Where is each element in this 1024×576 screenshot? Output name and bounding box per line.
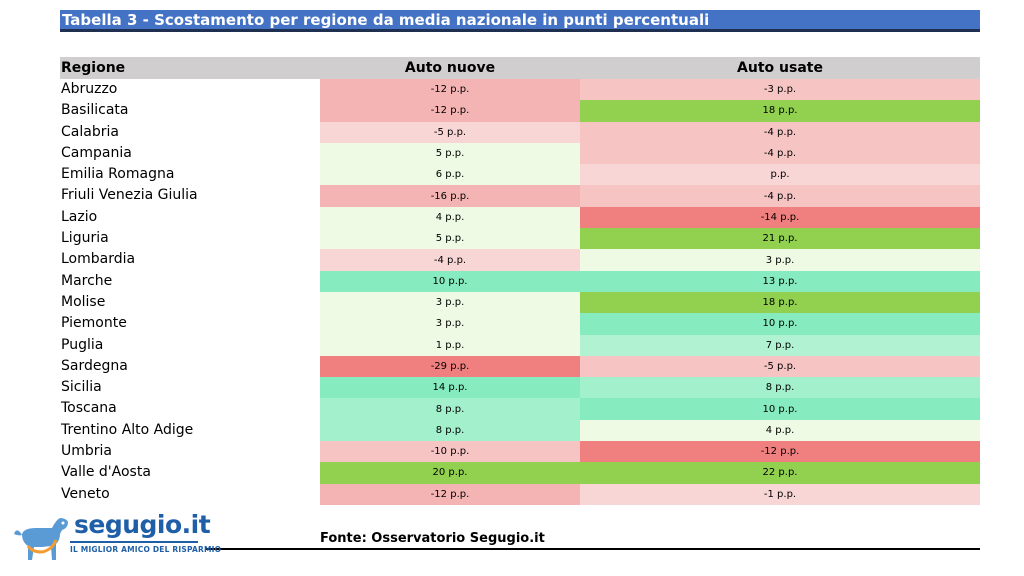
deviation-table: Regione Auto nuove Auto usate Abruzzo -12… [60, 57, 980, 505]
table-row: Toscana 8 p.p. 10 p.p. [60, 398, 980, 420]
auto-nuove-cell: 14 p.p. [320, 377, 580, 399]
table-row: Veneto -12 p.p. -1 p.p. [60, 483, 980, 505]
auto-usate-cell: p.p. [580, 164, 980, 186]
auto-nuove-cell: 3 p.p. [320, 313, 580, 335]
region-name: Lazio [61, 208, 98, 225]
auto-nuove-cell: 8 p.p. [320, 419, 580, 442]
table-row: Lazio 4 p.p. -14 p.p. [60, 206, 980, 229]
table-row: Puglia 1 p.p. 7 p.p. [60, 334, 980, 356]
auto-nuove-cell: 8 p.p. [320, 398, 580, 420]
table-row: Trentino Alto Adige 8 p.p. 4 p.p. [60, 419, 980, 442]
dog-icon [14, 518, 68, 560]
header-regione: Regione [61, 60, 126, 76]
region-name: Friuli Venezia Giulia [61, 187, 198, 204]
auto-usate-cell: 4 p.p. [580, 419, 980, 442]
auto-usate-cell: 13 p.p. [580, 270, 980, 292]
auto-nuove-cell: 5 p.p. [320, 142, 580, 165]
table-body: Abruzzo -12 p.p. -3 p.p. Basilicata -12 p.p.… [60, 79, 980, 505]
auto-usate-cell: -4 p.p. [580, 185, 980, 207]
table-row: Marche 10 p.p. 13 p.p. [60, 270, 980, 292]
table-row: Valle d'Aosta 20 p.p. 22 p.p. [60, 462, 980, 484]
auto-usate-cell: -3 p.p. [580, 79, 980, 101]
region-name: Abruzzo [61, 81, 118, 97]
region-name: Veneto [61, 485, 110, 502]
table-row: Friuli Venezia Giulia -16 p.p. -4 p.p. [60, 185, 980, 207]
auto-nuove-cell: 3 p.p. [320, 291, 580, 314]
table-header-row: Regione Auto nuove Auto usate [60, 57, 980, 79]
region-name: Sicilia [61, 379, 102, 396]
table-row: Abruzzo -12 p.p. -3 p.p. [60, 79, 980, 101]
auto-usate-cell: 7 p.p. [580, 334, 980, 356]
region-name: Basilicata [61, 102, 129, 119]
table-row: Lombardia -4 p.p. 3 p.p. [60, 249, 980, 271]
auto-nuove-cell: -12 p.p. [320, 79, 580, 101]
auto-nuove-cell: -16 p.p. [320, 185, 580, 207]
table-row: Molise 3 p.p. 18 p.p. [60, 291, 980, 314]
auto-nuove-cell: 10 p.p. [320, 270, 580, 292]
auto-usate-cell: 18 p.p. [580, 100, 980, 122]
auto-usate-cell: 10 p.p. [580, 313, 980, 335]
region-name: Molise [61, 293, 106, 310]
auto-usate-cell: 10 p.p. [580, 398, 980, 420]
region-name: Marche [61, 272, 113, 289]
auto-nuove-cell: 6 p.p. [320, 164, 580, 186]
table-row: Emilia Romagna 6 p.p. p.p. [60, 164, 980, 186]
auto-usate-cell: -5 p.p. [580, 355, 980, 378]
table-row: Sicilia 14 p.p. 8 p.p. [60, 377, 980, 399]
logo-underline [70, 541, 198, 543]
table-title: Tabella 3 - Scostamento per regione da m… [62, 11, 710, 29]
auto-nuove-cell: 20 p.p. [320, 462, 580, 484]
auto-usate-cell: 8 p.p. [580, 377, 980, 399]
region-name: Umbria [61, 443, 112, 460]
auto-nuove-cell: -12 p.p. [320, 483, 580, 505]
header-auto-usate: Auto usate [737, 60, 823, 76]
bottom-divider [205, 548, 980, 550]
table-title-bar: Tabella 3 - Scostamento per regione da m… [60, 10, 980, 32]
table-row: Umbria -10 p.p. -12 p.p. [60, 441, 980, 463]
region-name: Lombardia [61, 251, 136, 268]
region-name: Liguria [61, 230, 109, 247]
auto-usate-cell: 3 p.p. [580, 249, 980, 271]
table-row: Basilicata -12 p.p. 18 p.p. [60, 100, 980, 122]
region-name: Calabria [61, 123, 119, 140]
logo-tagline: IL MIGLIOR AMICO DEL RISPARMIO [70, 545, 222, 554]
auto-usate-cell: -12 p.p. [580, 441, 980, 463]
region-name: Emilia Romagna [61, 166, 175, 183]
table-row: Sardegna -29 p.p. -5 p.p. [60, 355, 980, 378]
source-note: Fonte: Osservatorio Segugio.it [320, 531, 545, 546]
auto-usate-cell: -14 p.p. [580, 206, 980, 229]
auto-nuove-cell: -10 p.p. [320, 441, 580, 463]
auto-nuove-cell: 4 p.p. [320, 206, 580, 229]
region-name: Puglia [61, 336, 104, 353]
auto-nuove-cell: -5 p.p. [320, 121, 580, 143]
auto-nuove-cell: 5 p.p. [320, 228, 580, 250]
auto-nuove-cell: -4 p.p. [320, 249, 580, 271]
region-name: Campania [61, 144, 132, 161]
region-name: Toscana [61, 400, 117, 417]
table-row: Liguria 5 p.p. 21 p.p. [60, 228, 980, 250]
auto-usate-cell: -4 p.p. [580, 142, 980, 165]
auto-usate-cell: -4 p.p. [580, 121, 980, 143]
auto-usate-cell: 22 p.p. [580, 462, 980, 484]
region-name: Sardegna [61, 357, 128, 374]
region-name: Valle d'Aosta [61, 464, 151, 481]
table-row: Calabria -5 p.p. -4 p.p. [60, 121, 980, 143]
auto-usate-cell: 21 p.p. [580, 228, 980, 250]
table-row: Campania 5 p.p. -4 p.p. [60, 142, 980, 165]
table-row: Piemonte 3 p.p. 10 p.p. [60, 313, 980, 335]
segugio-logo: segugio.it IL MIGLIOR AMICO DEL RISPARMI… [12, 508, 221, 570]
header-auto-nuove: Auto nuove [404, 60, 496, 76]
auto-nuove-cell: 1 p.p. [320, 334, 580, 356]
region-name: Trentino Alto Adige [61, 421, 194, 438]
auto-nuove-cell: -12 p.p. [320, 100, 580, 122]
auto-nuove-cell: -29 p.p. [320, 355, 580, 378]
region-name: Piemonte [61, 315, 127, 332]
auto-usate-cell: -1 p.p. [580, 483, 980, 505]
logo-wordmark: segugio.it [74, 510, 211, 539]
auto-usate-cell: 18 p.p. [580, 291, 980, 314]
